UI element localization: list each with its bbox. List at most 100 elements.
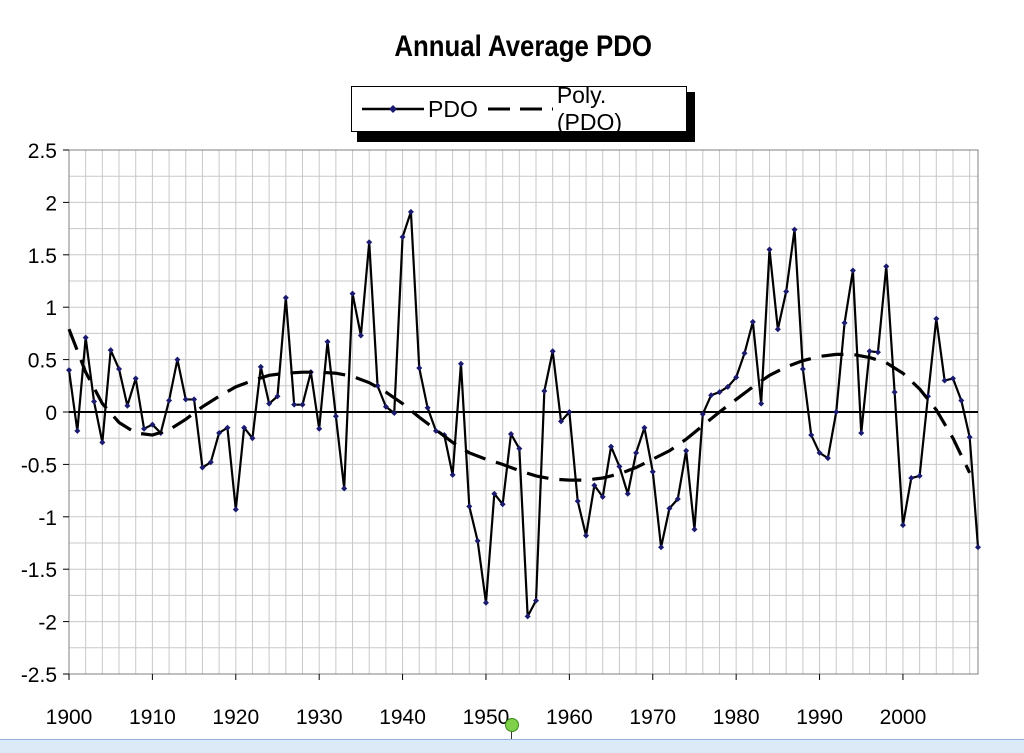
pdo-point <box>633 449 640 456</box>
pdo-point <box>207 459 214 466</box>
pdo-point <box>299 401 306 408</box>
pdo-point <box>641 424 648 431</box>
pdo-point <box>849 267 856 274</box>
pdo-point <box>116 366 123 373</box>
pdo-point <box>366 239 373 246</box>
pdo-point <box>266 400 273 407</box>
pdo-point <box>324 338 331 345</box>
legend-entry-poly: Poly. (PDO) <box>487 82 676 136</box>
pdo-point <box>107 347 114 354</box>
pdo-point <box>91 398 98 405</box>
pdo-point <box>649 468 656 475</box>
pdo-point <box>449 471 456 478</box>
legend-pdo-swatch <box>362 105 424 113</box>
chart-title: Annual Average PDO <box>394 30 652 63</box>
pdo-point <box>316 425 323 432</box>
y-tick-label: 0 <box>45 402 57 425</box>
pdo-point <box>774 326 781 333</box>
pdo-point <box>182 396 189 403</box>
pdo-point <box>949 375 956 382</box>
pdo-point <box>749 318 756 325</box>
legend-poly-swatch <box>487 107 553 111</box>
handle-stem <box>511 730 512 740</box>
pdo-point <box>708 392 715 399</box>
pdo-point <box>608 443 615 450</box>
pdo-point <box>824 455 831 462</box>
pdo-point <box>833 409 840 415</box>
pdo-point <box>149 421 156 428</box>
pdo-point <box>174 356 181 363</box>
pdo-point <box>566 409 573 415</box>
pdo-point <box>658 544 665 551</box>
pdo-point <box>241 424 248 431</box>
pdo-point <box>716 389 723 396</box>
pdo-point <box>883 263 890 270</box>
pdo-point <box>533 597 540 604</box>
y-tick-label: 1.5 <box>28 245 57 268</box>
pdo-point <box>374 382 381 389</box>
x-tick-label: 1930 <box>296 706 343 729</box>
pdo-point <box>858 429 865 436</box>
pdo-point <box>966 434 973 441</box>
pdo-point <box>474 537 481 544</box>
pdo-point <box>457 360 464 367</box>
pdo-point <box>975 544 981 551</box>
pdo-point <box>558 418 565 425</box>
pdo-point <box>199 464 206 471</box>
pdo-point <box>66 367 72 374</box>
pdo-point <box>616 463 623 470</box>
pdo-point <box>482 599 489 606</box>
pdo-point <box>282 294 289 301</box>
pdo-point <box>916 472 923 479</box>
pdo-point <box>191 396 198 403</box>
pdo-point <box>382 403 389 410</box>
pdo-point <box>874 349 881 356</box>
y-tick-label: -1 <box>38 507 57 530</box>
pdo-point <box>599 493 606 500</box>
pdo-point <box>132 375 139 382</box>
pdo-point <box>941 377 948 384</box>
series-line-pdo <box>67 210 980 618</box>
axes: 2.5 2 1.5 1 0.5 0 -0.5 -1 -1.5 -2 -2.5 1900 1910 1920… <box>21 140 978 729</box>
pdo-point <box>733 374 740 381</box>
pdo-point <box>399 233 406 240</box>
x-tick-label: 1970 <box>629 706 676 729</box>
pdo-point <box>674 495 681 502</box>
x-tick-label: 1960 <box>546 706 593 729</box>
pdo-point <box>724 383 731 390</box>
pdo-point <box>683 447 690 454</box>
pdo-point <box>541 388 548 395</box>
pdo-point <box>958 397 965 404</box>
pdo-point <box>866 348 873 355</box>
rotation-handle[interactable] <box>505 718 519 732</box>
pdo-point <box>783 288 790 295</box>
x-tick-label: 1920 <box>212 706 259 729</box>
x-tick-label: 1910 <box>129 706 176 729</box>
pdo-point <box>332 413 339 420</box>
pdo-point <box>666 505 673 512</box>
pdo-point <box>933 315 940 322</box>
pdo-point <box>591 482 598 489</box>
pdo-point <box>524 613 531 620</box>
pdo-point <box>407 208 414 215</box>
y-tick-label: -1.5 <box>21 559 57 582</box>
legend-entry-pdo: PDO <box>362 96 478 123</box>
pdo-point <box>466 503 473 510</box>
pdo-point <box>291 401 298 408</box>
pdo-point <box>691 526 698 533</box>
pdo-point <box>583 532 590 539</box>
pdo-point <box>899 522 906 529</box>
pdo-point <box>257 363 264 370</box>
y-tick-label: 2 <box>45 192 57 215</box>
pdo-point <box>758 400 765 407</box>
pdo-point <box>891 389 898 396</box>
pdo-point <box>232 506 239 513</box>
pdo-point <box>424 404 431 411</box>
pdo-point <box>741 350 748 357</box>
pdo-point <box>274 393 281 400</box>
pdo-point <box>74 427 81 434</box>
pdo-point <box>124 402 131 409</box>
pdo-point <box>391 410 398 417</box>
x-tick-label: 2000 <box>880 706 927 729</box>
